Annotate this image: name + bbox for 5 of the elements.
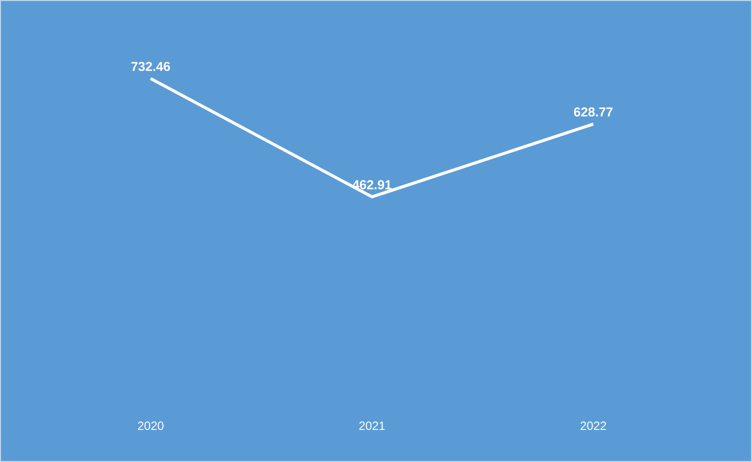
data-label: 732.46 — [131, 62, 170, 72]
x-tick-label: 2021 — [359, 422, 385, 430]
data-label: 628.77 — [574, 107, 613, 117]
x-tick-label: 2022 — [580, 422, 606, 430]
x-tick-label: 2020 — [138, 422, 164, 430]
